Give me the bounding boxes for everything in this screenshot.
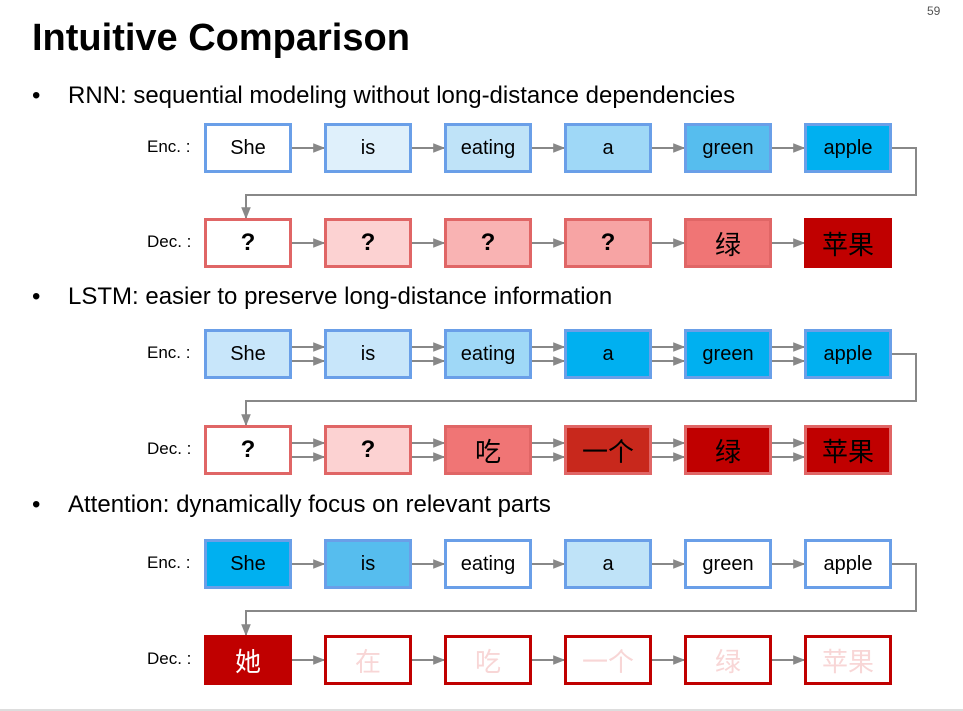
lstm-enc-token: a	[564, 329, 652, 379]
lstm-dec-token: 绿	[684, 425, 772, 475]
enc-row-label: Enc. :	[147, 553, 191, 572]
page-number: 59	[927, 4, 941, 18]
lstm-dec-token: 一个	[564, 425, 652, 475]
attention-enc-to-dec-connector	[241, 563, 917, 637]
slide-title: Intuitive Comparison	[32, 17, 410, 59]
enc-row-label: Enc. :	[147, 137, 191, 156]
rnn-enc-token: a	[564, 123, 652, 173]
bullet-text: Attention: dynamically focus on relevant…	[68, 491, 551, 518]
attention-enc-token: eating	[444, 539, 532, 589]
rnn-enc-token: apple	[804, 123, 892, 173]
lstm-dec-token: ?	[204, 425, 292, 475]
attention-enc-token: green	[684, 539, 772, 589]
lstm-enc-token: is	[324, 329, 412, 379]
lstm-enc-to-dec-connector	[241, 353, 917, 427]
attention-enc-token: a	[564, 539, 652, 589]
enc-row-label: Enc. :	[147, 343, 191, 362]
bullet-lstm: • LSTM: easier to preserve long-distance …	[32, 283, 612, 311]
attention-dec-token: 一个	[564, 635, 652, 685]
rnn-dec-token: ?	[564, 218, 652, 268]
bullet-marker: •	[32, 283, 41, 310]
rnn-dec-token: ?	[324, 218, 412, 268]
bullet-rnn: • RNN: sequential modeling without long-d…	[32, 82, 735, 110]
dec-row-label: Dec. :	[147, 232, 192, 251]
rnn-enc-token: green	[684, 123, 772, 173]
bullet-text: RNN: sequential modeling without long-di…	[68, 82, 736, 109]
rnn-dec-token: ?	[444, 218, 532, 268]
bullet-marker: •	[32, 491, 41, 518]
attention-dec-token: 吃	[444, 635, 532, 685]
lstm-dec-token: 吃	[444, 425, 532, 475]
rnn-enc-token: She	[204, 123, 292, 173]
attention-dec-token: 在	[324, 635, 412, 685]
rnn-dec-token: 绿	[684, 218, 772, 268]
attention-enc-token: She	[204, 539, 292, 589]
rnn-enc-to-dec-connector	[241, 147, 917, 220]
attention-dec-token: 她	[204, 635, 292, 685]
attention-enc-token: apple	[804, 539, 892, 589]
lstm-enc-token: apple	[804, 329, 892, 379]
bullet-attention: • Attention: dynamically focus on relevan…	[32, 491, 551, 519]
lstm-enc-token: eating	[444, 329, 532, 379]
dec-row-label: Dec. :	[147, 649, 192, 668]
rnn-enc-token: eating	[444, 123, 532, 173]
rnn-dec-token: ?	[204, 218, 292, 268]
slide-bottom-border	[0, 709, 963, 711]
lstm-dec-token: ?	[324, 425, 412, 475]
rnn-dec-token: 苹果	[804, 218, 892, 268]
attention-dec-token: 绿	[684, 635, 772, 685]
bullet-marker: •	[32, 82, 41, 109]
rnn-enc-token: is	[324, 123, 412, 173]
dec-row-label: Dec. :	[147, 439, 192, 458]
attention-dec-token: 苹果	[804, 635, 892, 685]
lstm-dec-token: 苹果	[804, 425, 892, 475]
lstm-enc-token: green	[684, 329, 772, 379]
bullet-text: LSTM: easier to preserve long-distance i…	[68, 283, 613, 310]
lstm-enc-token: She	[204, 329, 292, 379]
attention-enc-token: is	[324, 539, 412, 589]
